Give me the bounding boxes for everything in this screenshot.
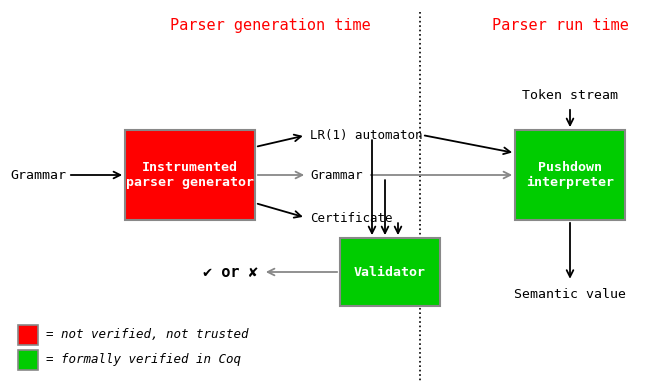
Text: Certificate: Certificate: [310, 212, 392, 225]
Text: Parser generation time: Parser generation time: [169, 18, 370, 33]
Text: Grammar: Grammar: [10, 169, 66, 181]
FancyBboxPatch shape: [18, 325, 38, 345]
Text: Token stream: Token stream: [522, 89, 618, 102]
Text: Semantic value: Semantic value: [514, 289, 626, 301]
FancyBboxPatch shape: [340, 238, 440, 306]
FancyBboxPatch shape: [515, 130, 625, 220]
Text: = not verified, not trusted: = not verified, not trusted: [46, 328, 249, 341]
Text: Grammar: Grammar: [310, 169, 362, 181]
Text: ✔ or ✘: ✔ or ✘: [203, 265, 258, 279]
Text: Pushdown
interpreter: Pushdown interpreter: [526, 161, 614, 189]
Text: = formally verified in Coq: = formally verified in Coq: [46, 354, 241, 367]
Text: Instrumented
parser generator: Instrumented parser generator: [126, 161, 254, 189]
Text: LR(1) automaton: LR(1) automaton: [310, 129, 422, 142]
Text: Validator: Validator: [354, 265, 426, 278]
Text: Parser run time: Parser run time: [492, 18, 628, 33]
FancyBboxPatch shape: [125, 130, 255, 220]
FancyBboxPatch shape: [18, 350, 38, 370]
